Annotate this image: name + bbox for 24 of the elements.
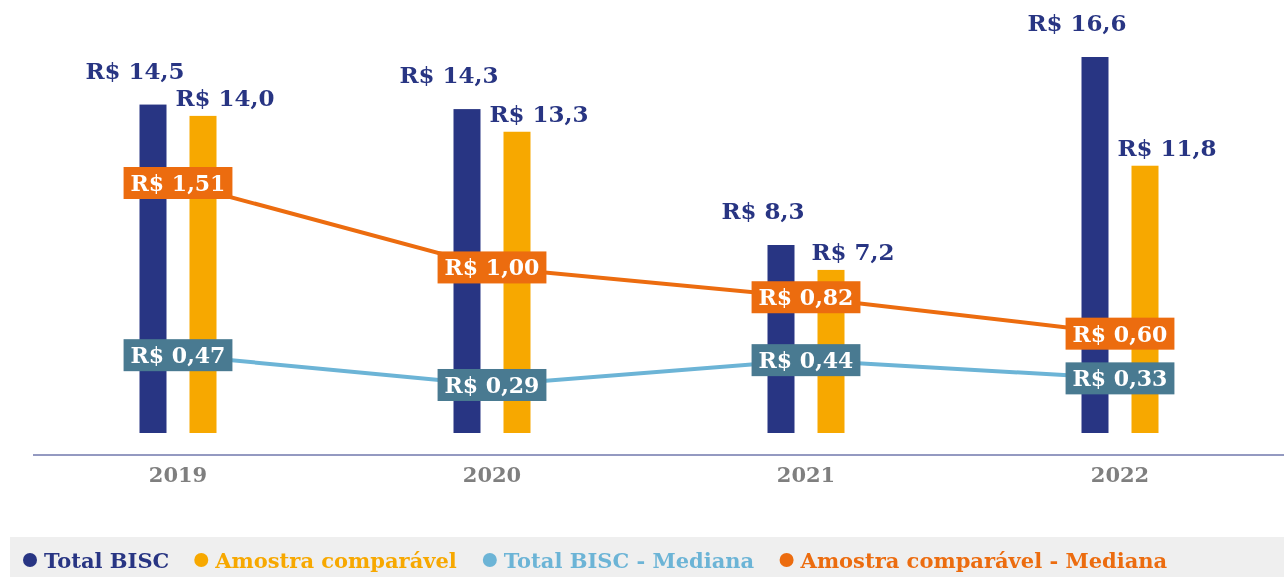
data-label: R$ 0,82	[758, 284, 854, 311]
data-label: R$ 13,3	[489, 99, 589, 127]
data-label: R$ 0,47	[130, 342, 226, 369]
data-label: R$ 14,5	[85, 56, 185, 84]
data-label: R$ 7,2	[811, 237, 895, 265]
data-label: R$ 16,6	[1027, 9, 1127, 36]
legend-label: Total BISC - Mediana	[503, 548, 755, 573]
x-tick-label: 2020	[462, 462, 522, 487]
data-label: R$ 1,51	[130, 170, 226, 196]
x-tick-label: 2022	[1090, 462, 1150, 487]
data-label: R$ 1,00	[444, 254, 540, 281]
data-label: R$ 11,8	[1117, 133, 1217, 161]
x-tick-label: 2021	[776, 462, 836, 487]
data-label: R$ 14,0	[175, 83, 275, 111]
legend-label: Amostra comparável	[214, 548, 457, 573]
legend-label: Amostra comparável - Mediana	[799, 548, 1168, 573]
data-label: R$ 0,44	[758, 347, 854, 374]
data-label: R$ 0,29	[444, 371, 540, 398]
x-tick-label: 2019	[148, 462, 208, 487]
data-label: R$ 0,60	[1072, 320, 1168, 347]
data-label: R$ 14,3	[399, 61, 499, 89]
data-label: R$ 0,33	[1072, 365, 1168, 392]
data-label: R$ 8,3	[721, 197, 805, 224]
legend-label: Total BISC	[44, 548, 170, 573]
